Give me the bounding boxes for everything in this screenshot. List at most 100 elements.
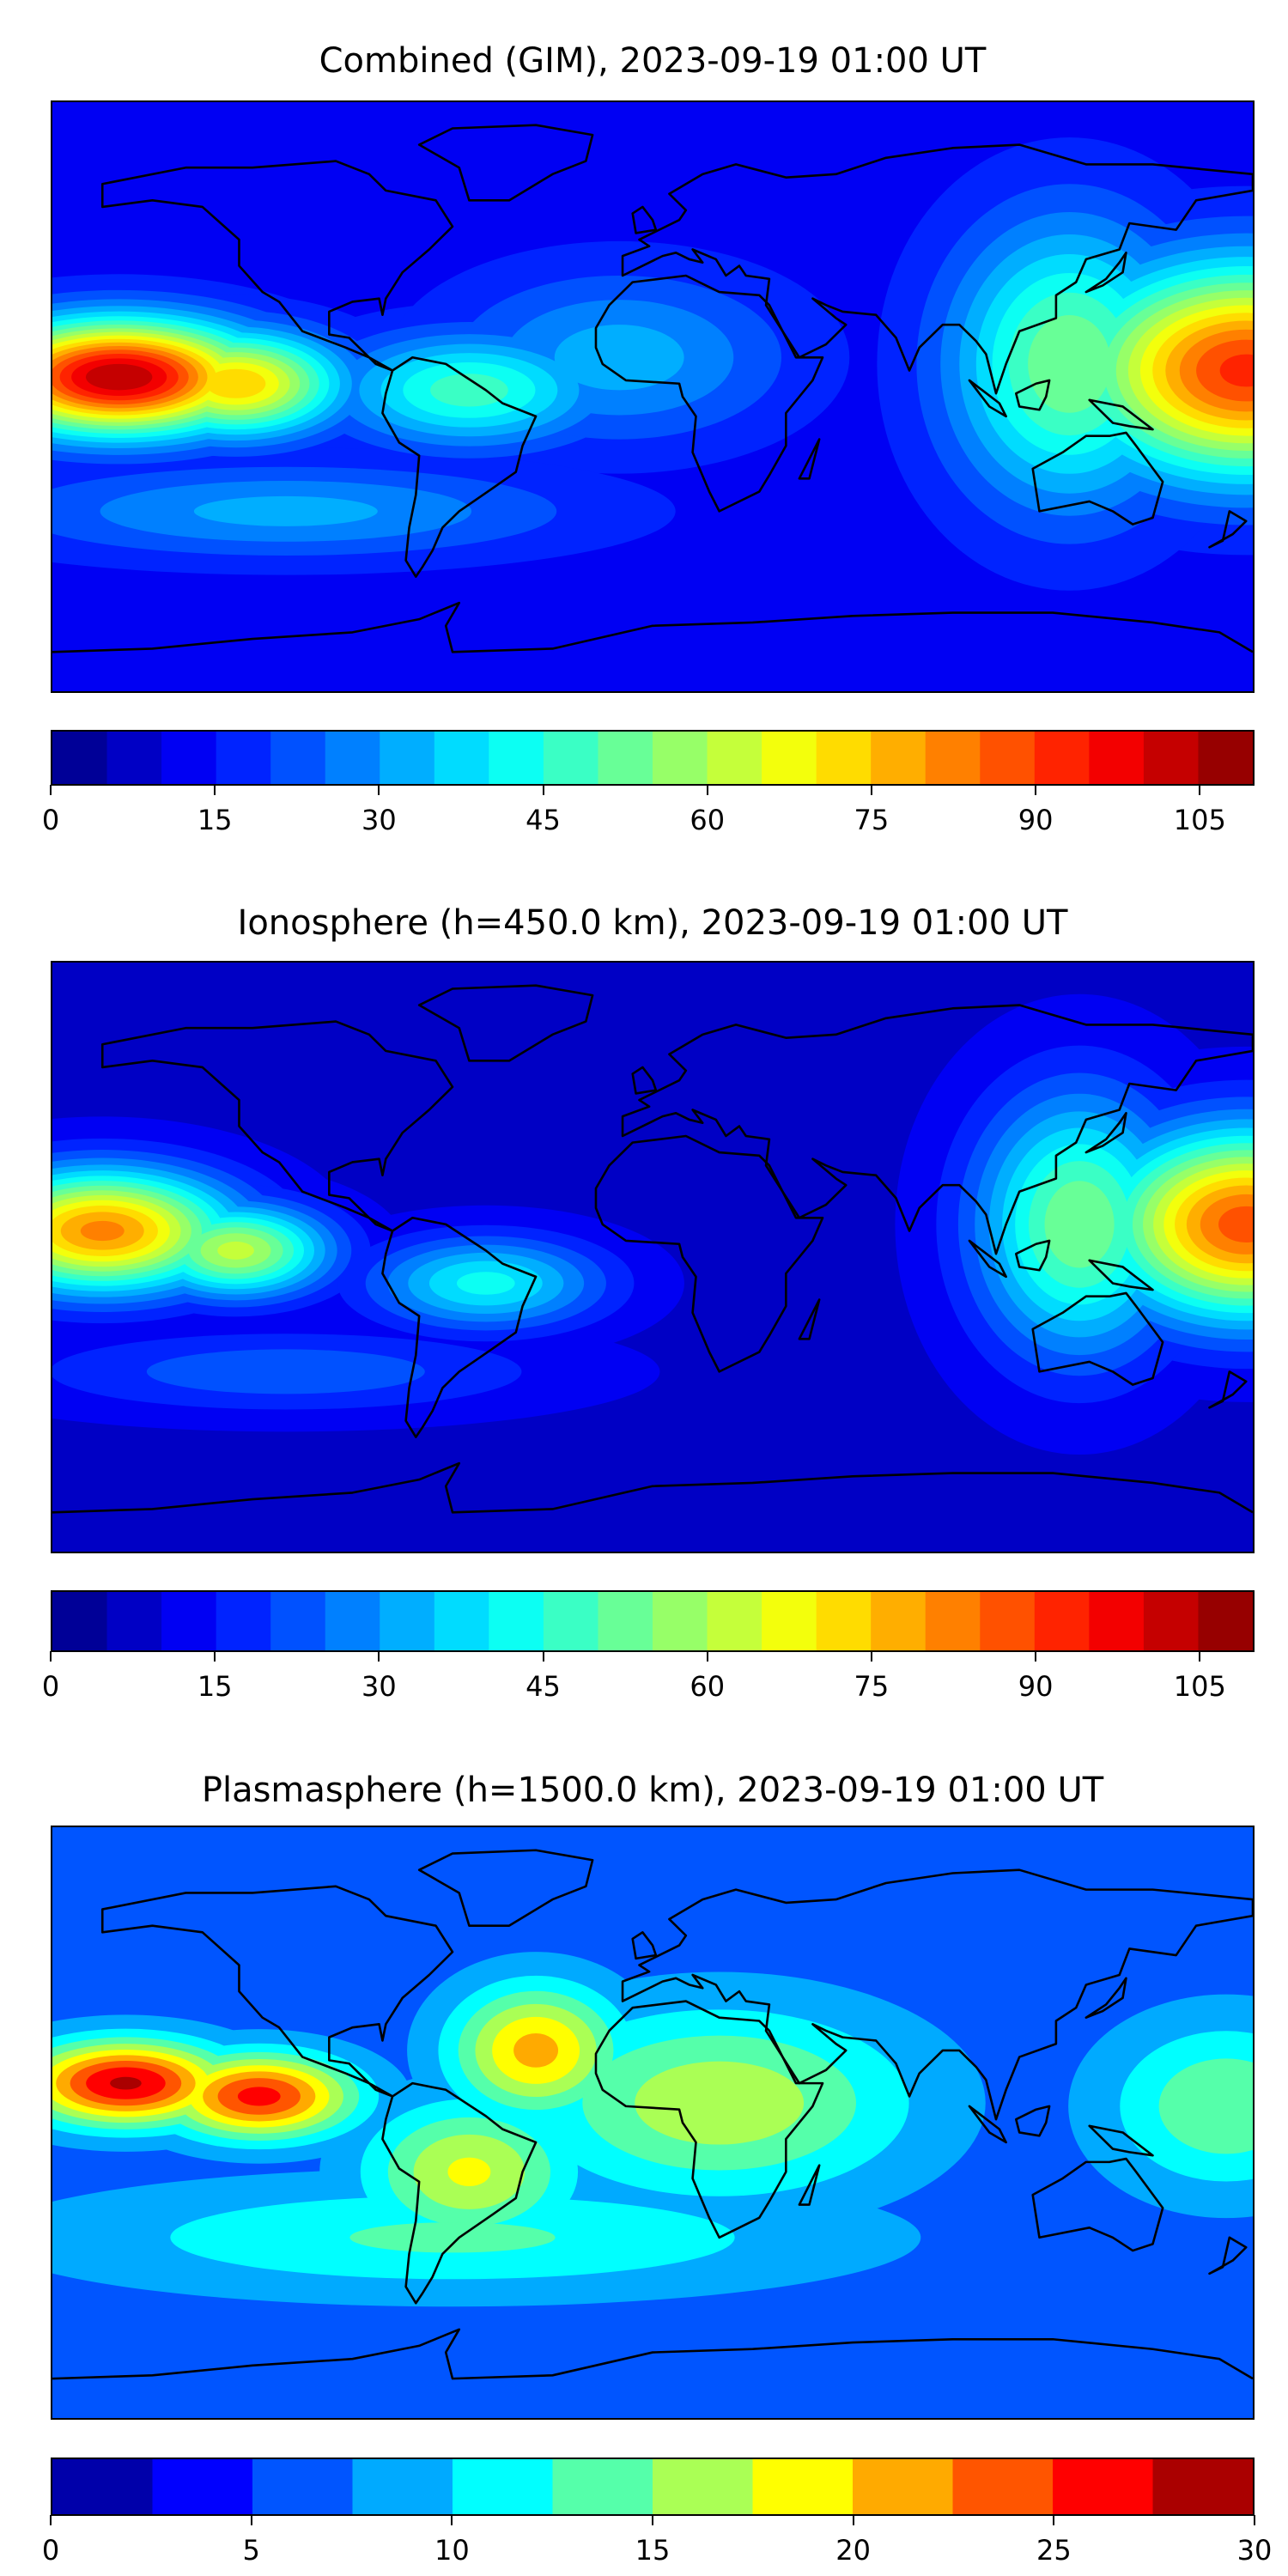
contour-pacific-max-east-level-10 <box>237 2087 281 2106</box>
coastline-australia <box>1033 433 1163 525</box>
colorbar-level-17 <box>980 732 1036 784</box>
coastline-africa <box>596 2002 823 2238</box>
colorbar-level-20 <box>1143 732 1200 784</box>
colorbar-level-5 <box>325 1592 380 1650</box>
coastline-south-america <box>382 357 536 576</box>
colorbar-tick-label: 15 <box>197 1670 233 1703</box>
colorbar-tick-label: 90 <box>1018 1670 1054 1703</box>
colorbar-level-19 <box>1089 732 1145 784</box>
coastline-madagascar <box>799 2166 819 2205</box>
colorbar-tick-label: 30 <box>361 804 397 836</box>
colorbar-tick-label: 0 <box>41 804 60 836</box>
coastline-uk <box>633 1932 656 1959</box>
colorbar-ionosphere <box>51 1590 1255 1652</box>
colorbar-level-14 <box>816 1592 872 1650</box>
colorbar-level-12 <box>707 1592 762 1650</box>
colorbar-tick-mark <box>542 1651 544 1662</box>
coastline-africa <box>596 1136 823 1371</box>
colorbar-tick-label: 60 <box>690 804 726 836</box>
colorbar-tick-label: 30 <box>361 1670 397 1703</box>
colorbar-tick-mark <box>250 2515 252 2525</box>
colorbar-level-19 <box>1089 1592 1145 1650</box>
colorbar-tick-label: 60 <box>690 1670 726 1703</box>
colorbar-level-2 <box>252 2459 354 2514</box>
colorbar-level-11 <box>653 732 708 784</box>
colorbar-level-14 <box>816 732 872 784</box>
colorbar-combined <box>51 730 1255 786</box>
colorbar-tick-mark <box>378 785 380 795</box>
contour-west-pacific-max-level-18 <box>1219 354 1253 387</box>
colorbar-level-10 <box>598 1592 653 1650</box>
colorbar-tick-mark <box>214 1651 216 1662</box>
colorbar-tick-label: 45 <box>526 804 561 836</box>
coastline-antarctica <box>52 603 1253 652</box>
coastline-eurasia <box>623 145 1253 394</box>
colorbar-level-16 <box>925 1592 981 1650</box>
colorbar-level-20 <box>1143 1592 1200 1650</box>
colorbar-tick-mark <box>1199 785 1201 795</box>
coastline-north-america <box>102 161 453 371</box>
contour-east-pacific-tongue-level-14 <box>205 368 266 398</box>
colorbar-tick-label: 15 <box>197 804 233 836</box>
coastline-australia <box>1033 2159 1163 2251</box>
coastline-greenland <box>419 986 592 1061</box>
colorbar-tick-mark <box>378 1651 380 1662</box>
contour-central-pacific-max-level-16 <box>80 1220 125 1242</box>
colorbar-level-7 <box>434 732 490 784</box>
colorbar-ticks: 0 15 30 45 60 75 90 105 <box>42 785 1255 836</box>
colorbar-level-8 <box>489 1592 544 1650</box>
coastline-south-america <box>382 2083 536 2303</box>
chart-title: Plasmasphere (h=1500.0 km), 2023-09-19 0… <box>201 1771 1104 1810</box>
coastline-japan <box>1086 252 1127 292</box>
colorbar-tick-mark <box>542 785 544 795</box>
colorbar-tick-mark <box>50 785 52 795</box>
coastline-new-guinea <box>1090 2126 1153 2155</box>
colorbar-level-10 <box>598 732 653 784</box>
colorbar-tick-label: 45 <box>526 1670 561 1703</box>
colorbar-level-5 <box>552 2459 653 2514</box>
contour-southern-band-level-6 <box>193 495 378 526</box>
colorbar-level-13 <box>762 732 817 784</box>
coastline-new-guinea <box>1090 400 1153 429</box>
colorbar-svg <box>52 2459 1253 2514</box>
colorbar-tick-label: 0 <box>41 2534 60 2567</box>
colorbar-tick-mark <box>50 2515 52 2525</box>
contour-south-america-band-level-9 <box>430 374 508 407</box>
colorbar-tick-mark <box>870 785 872 795</box>
colorbar-tick-label: 105 <box>1173 1670 1226 1703</box>
colorbar-level-2 <box>161 1592 217 1650</box>
coastline-indonesia-borneo <box>1016 1241 1049 1270</box>
coastline-indonesia-sumatra <box>969 1241 1006 1277</box>
colorbar-level-3 <box>352 2459 453 2514</box>
contour-west-pacific-level-5 <box>1158 2058 1253 2154</box>
colorbar-tick-mark <box>652 2515 653 2525</box>
colorbar-tick-label: 5 <box>242 2534 260 2567</box>
colorbar-level-12 <box>707 732 762 784</box>
map-svg <box>52 1827 1253 2418</box>
colorbar-tick-label: 15 <box>635 2534 671 2567</box>
colorbar-level-10 <box>1053 2459 1154 2514</box>
contour-atlantic-africa-level-6 <box>554 325 684 391</box>
colorbar-tick-mark <box>1053 2515 1055 2525</box>
chart-title: Combined (GIM), 2023-09-19 01:00 UT <box>319 41 987 81</box>
colorbar-level-3 <box>216 1592 271 1650</box>
coastline-indonesia-sumatra <box>969 380 1006 416</box>
coastline-africa <box>596 276 823 511</box>
colorbar-tick-mark <box>1254 2515 1255 2525</box>
colorbar-tick-mark <box>1199 1651 1201 1662</box>
coastline-uk <box>633 207 656 233</box>
colorbar-level-6 <box>380 1592 435 1650</box>
colorbar-level-18 <box>1034 732 1091 784</box>
colorbar-level-1 <box>106 732 162 784</box>
coastline-new-zealand <box>1210 511 1247 547</box>
colorbar-tick-label: 10 <box>434 2534 470 2567</box>
colorbar-level-13 <box>762 1592 817 1650</box>
colorbar-level-2 <box>161 732 217 784</box>
contour-southern-band-level-4 <box>146 1349 425 1394</box>
coastline-uk <box>633 1067 656 1093</box>
coastline-antarctica <box>52 1463 1253 1512</box>
coastline-greenland <box>419 125 592 201</box>
chart-title: Ionosphere (h=450.0 km), 2023-09-19 01:0… <box>237 903 1068 943</box>
contour-south-america-level-7 <box>447 2157 491 2187</box>
colorbar-tick-mark <box>50 1651 52 1662</box>
